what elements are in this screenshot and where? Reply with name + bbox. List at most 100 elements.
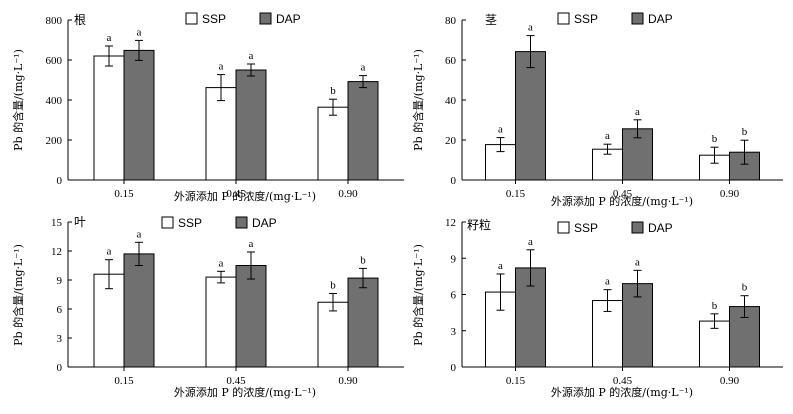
x-axis-label: 外源添加 P 的浓度/(mg·L⁻¹) xyxy=(551,385,693,399)
panel-title: 根 xyxy=(74,13,86,27)
legend-swatch-dap xyxy=(259,12,272,25)
x-tick-label: 0.45 xyxy=(226,375,246,387)
significance-label: a xyxy=(528,22,533,34)
significance-label: a xyxy=(219,61,224,73)
chart-panel-3: 0 3 6 9 12 15 0.15 a a 0.45 a a 0.90 b b 叶 SSP DAP 外源添加 P … xyxy=(11,215,404,399)
x-tick-label: 0.45 xyxy=(613,188,633,200)
bar-dap xyxy=(515,51,546,181)
x-tick-label: 0.90 xyxy=(338,375,358,387)
bar-dap xyxy=(347,277,379,368)
significance-label: a xyxy=(528,236,533,248)
significance-label: a xyxy=(635,256,640,268)
chart-panel-1: 0 200 400 600 800 0.15 a a 0.45 a a 0.90 b a 根 SSP DAP 外源… xyxy=(11,12,404,203)
legend-label-dap: DAP xyxy=(276,12,301,26)
significance-label: b xyxy=(330,280,336,292)
y-tick-label: 12 xyxy=(51,246,62,258)
y-tick-label: 20 xyxy=(445,135,457,147)
y-axis-label: Pb 的含量/(mg·L⁻¹) xyxy=(411,244,425,346)
significance-label: a xyxy=(605,130,610,142)
y-tick-label: 0 xyxy=(451,362,457,374)
x-tick-label: 0.90 xyxy=(720,375,740,387)
legend-swatch-dap xyxy=(631,221,644,234)
legend-label-ssp: SSP xyxy=(574,221,598,235)
bar-dap xyxy=(123,253,155,368)
x-tick-label: 0.45 xyxy=(226,188,246,200)
bar-ssp xyxy=(317,106,349,181)
panel-title: 茎 xyxy=(485,13,497,27)
bar-ssp xyxy=(205,87,237,181)
chart-panel-4: 0 3 6 9 12 0.15 a a 0.45 a a 0.90 b b 籽粒 SSP DAP 外源添加 P 的… xyxy=(411,217,783,399)
significance-label: a xyxy=(498,124,503,136)
panel-title: 叶 xyxy=(74,215,86,229)
y-tick-label: 40 xyxy=(445,95,457,107)
y-tick-label: 12 xyxy=(445,217,456,229)
y-tick-label: 60 xyxy=(445,55,457,67)
significance-label: a xyxy=(605,276,610,288)
y-tick-label: 0 xyxy=(451,175,457,187)
legend-label-dap: DAP xyxy=(252,216,277,230)
x-tick-label: 0.15 xyxy=(506,375,526,387)
significance-label: b xyxy=(712,300,718,312)
legend-label-dap: DAP xyxy=(648,221,673,235)
legend-label-dap: DAP xyxy=(648,12,673,26)
significance-label: b xyxy=(742,282,748,294)
significance-label: b xyxy=(330,85,336,97)
y-tick-label: 400 xyxy=(46,95,63,107)
y-axis-label: Pb 的含量/(mg·L⁻¹) xyxy=(11,49,25,151)
x-axis-label: 外源添加 P 的浓度/(mg·L⁻¹) xyxy=(174,385,316,399)
legend-swatch-ssp xyxy=(185,12,198,25)
x-axis-label: 外源添加 P 的浓度/(mg·L⁻¹) xyxy=(551,194,693,208)
significance-label: a xyxy=(249,50,254,62)
legend-label-ssp: SSP xyxy=(574,12,598,26)
significance-label: b xyxy=(360,254,366,266)
y-tick-label: 0 xyxy=(57,175,63,187)
legend-swatch-ssp xyxy=(557,221,570,234)
y-tick-label: 80 xyxy=(445,15,457,27)
bar-dap xyxy=(123,49,155,181)
x-tick-label: 0.15 xyxy=(114,375,134,387)
significance-label: a xyxy=(219,257,224,269)
bar-ssp xyxy=(317,301,349,368)
bar-dap xyxy=(347,81,379,181)
y-tick-label: 6 xyxy=(451,290,457,302)
legend-swatch-ssp xyxy=(161,216,174,229)
significance-label: a xyxy=(361,62,366,74)
y-tick-label: 15 xyxy=(51,217,63,229)
y-tick-label: 200 xyxy=(46,135,63,147)
x-tick-label: 0.90 xyxy=(720,188,740,200)
legend-swatch-dap xyxy=(631,12,644,25)
y-tick-label: 9 xyxy=(57,275,63,287)
bar-ssp xyxy=(205,276,237,368)
y-axis-label: Pb 的含量/(mg·L⁻¹) xyxy=(11,244,25,346)
y-tick-label: 0 xyxy=(57,362,63,374)
significance-label: a xyxy=(137,26,142,38)
significance-label: a xyxy=(107,32,112,44)
chart-panel-2: 0 20 40 60 80 0.15 a a 0.45 a a 0.90 b b 茎 SSP DAP 外源添加 P… xyxy=(411,12,783,208)
legend-swatch-ssp xyxy=(557,12,570,25)
y-tick-label: 800 xyxy=(46,15,63,27)
bar-ssp xyxy=(93,55,125,181)
significance-label: b xyxy=(712,133,718,145)
significance-label: a xyxy=(635,106,640,118)
y-axis-label: Pb 的含量/(mg·L⁻¹) xyxy=(411,49,425,151)
x-tick-label: 0.45 xyxy=(613,375,633,387)
legend-label-ssp: SSP xyxy=(178,216,202,230)
legend-label-ssp: SSP xyxy=(202,12,226,26)
y-tick-label: 3 xyxy=(57,333,63,345)
significance-label: a xyxy=(498,260,503,272)
x-tick-label: 0.15 xyxy=(506,188,526,200)
significance-label: b xyxy=(742,126,748,138)
x-axis-label: 外源添加 P 的浓度/(mg·L⁻¹) xyxy=(174,189,316,203)
panel-title: 籽粒 xyxy=(467,217,491,232)
bar-dap xyxy=(235,265,267,368)
significance-label: a xyxy=(249,238,254,250)
significance-label: a xyxy=(107,246,112,258)
y-tick-label: 600 xyxy=(46,55,63,67)
legend-swatch-dap xyxy=(235,216,248,229)
x-tick-label: 0.90 xyxy=(338,188,358,200)
x-tick-label: 0.15 xyxy=(114,188,134,200)
bar-dap xyxy=(235,69,267,181)
significance-label: a xyxy=(137,228,142,240)
y-tick-label: 3 xyxy=(451,326,457,338)
